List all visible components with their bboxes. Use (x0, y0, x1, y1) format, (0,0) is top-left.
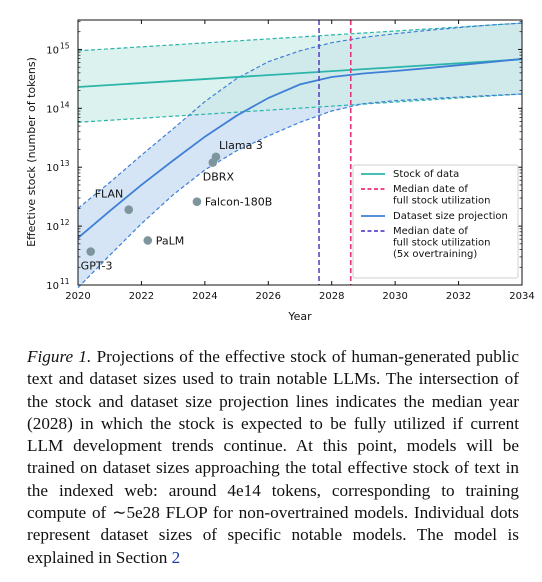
legend-label: Median date of full stock utilization (5x … (393, 226, 490, 260)
section-link[interactable]: 2 (171, 547, 181, 567)
series-lines (77, 22, 523, 289)
y-tick-label: 10 (46, 222, 59, 233)
projection-chart: GPT-3 FLAN PaLM Falcon-180B DBRX Llama 3 2020… (25, 19, 535, 323)
legend-label: Dataset size projection (393, 211, 508, 222)
x-tick-label: 2020 (65, 291, 90, 302)
legend: Stock of data Median date of full stock ut… (352, 164, 519, 279)
y-tick-label: 10 (46, 45, 59, 56)
y-tick-exponent: 13 (60, 159, 70, 168)
y-tick-exponent: 15 (60, 41, 70, 50)
model-label: PaLM (156, 234, 185, 247)
x-tick-label: 2030 (382, 291, 407, 302)
model-label: Falcon-180B (205, 196, 272, 209)
x-axis-label: Year (287, 310, 312, 323)
stock-upper-line (77, 22, 523, 52)
figure-caption: Figure 1. Projections of the effective s… (27, 346, 519, 569)
x-tick-label: 2034 (509, 291, 534, 302)
stock-median-line (77, 58, 523, 88)
projection-upper-line (77, 22, 523, 209)
legend-label: Stock of data (393, 169, 459, 180)
y-tick-exponent: 12 (60, 218, 70, 227)
model-point (143, 236, 153, 245)
y-tick-label: 10 (46, 281, 59, 292)
projection-lower-line (77, 93, 523, 289)
y-tick-label: 10 (46, 163, 59, 174)
model-point (124, 205, 134, 214)
x-tick-label: 2032 (446, 291, 471, 302)
legend-box (352, 164, 519, 279)
model-label: Llama 3 (219, 139, 263, 152)
model-point (192, 197, 202, 206)
model-label: GPT-3 (81, 260, 113, 273)
caption-label: Figure 1. (27, 347, 92, 366)
model-label: FLAN (95, 188, 123, 201)
x-tick-label: 2022 (129, 291, 154, 302)
y-tick-exponent: 14 (60, 100, 70, 109)
x-tick-label: 2028 (319, 291, 344, 302)
y-axis-label: Effective stock (number of tokens) (25, 57, 38, 247)
model-points: GPT-3 FLAN PaLM Falcon-180B DBRX Llama 3 (81, 139, 273, 273)
caption-text: Projections of the effective stock of hu… (27, 347, 519, 567)
y-tick-label: 10 (46, 104, 59, 115)
legend-label: Median date of full stock utilization (393, 184, 490, 207)
model-point (211, 152, 221, 162)
x-tick-label: 2024 (192, 291, 217, 302)
model-point (86, 247, 95, 256)
x-tick-label: 2026 (256, 291, 281, 302)
model-label: DBRX (203, 171, 235, 184)
stock-lower-line (77, 93, 523, 123)
median-date-lines (318, 20, 352, 285)
projection-median-line (77, 58, 523, 239)
y-tick-exponent: 11 (60, 277, 70, 286)
plot-frame (77, 19, 523, 286)
